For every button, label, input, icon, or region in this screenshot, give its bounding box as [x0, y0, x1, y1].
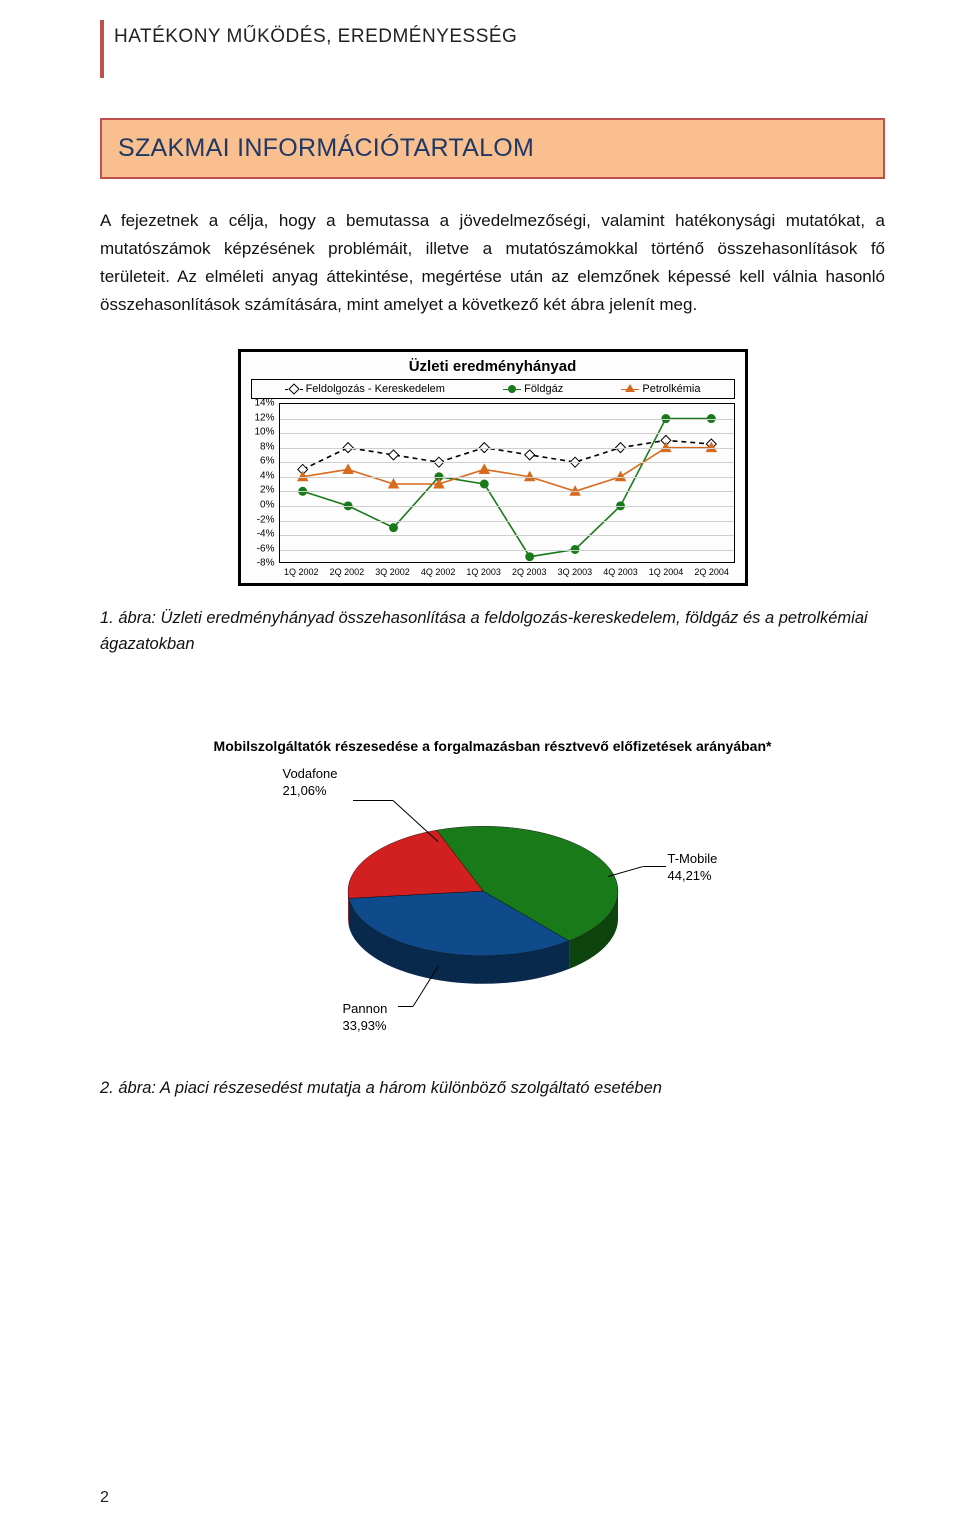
section-heading-box: SZAKMAI INFORMÁCIÓTARTALOM: [100, 118, 885, 179]
y-tick-label: 10%: [254, 427, 274, 438]
chart1-title: Üzleti eredményhányad: [245, 358, 741, 375]
legend-item-petrolkemia: Petrolkémia: [621, 383, 700, 395]
chart1-x-axis: 1Q 20022Q 20023Q 20024Q 20021Q 20032Q 20…: [279, 567, 735, 581]
y-tick-label: 14%: [254, 398, 274, 409]
figure-1: Üzleti eredményhányad Feldolgozás - Kere…: [100, 349, 885, 586]
chart1-plot-area: 14%12%10%8%6%4%2%0%-2%-4%-6%-8% 1Q 20022…: [279, 403, 735, 581]
y-tick-label: 12%: [254, 412, 274, 423]
chart2-title: Mobilszolgáltatók részesedése a forgalma…: [213, 737, 773, 756]
y-tick-label: -4%: [257, 529, 275, 540]
x-tick-label: 3Q 2003: [552, 567, 598, 581]
y-tick-label: 8%: [260, 441, 274, 452]
chart2-container: Mobilszolgáltatók részesedése a forgalma…: [213, 737, 773, 1046]
chart1-svg: [280, 404, 734, 564]
chart1-container: Üzleti eredményhányad Feldolgozás - Kere…: [238, 349, 748, 586]
chart2-plot-area: T-Mobile44,21% Pannon33,93% Vodafone21,06%: [213, 766, 773, 1046]
legend-label: Feldolgozás - Kereskedelem: [306, 383, 445, 395]
y-tick-label: 6%: [260, 456, 274, 467]
legend-label: Földgáz: [524, 383, 563, 395]
legend-marker-circle: [503, 389, 521, 390]
chart1-canvas: [279, 403, 735, 563]
x-tick-label: 1Q 2004: [643, 567, 689, 581]
x-tick-label: 2Q 2002: [324, 567, 370, 581]
y-tick-label: -8%: [257, 558, 275, 569]
figure-2: Mobilszolgáltatók részesedése a forgalma…: [100, 737, 885, 1046]
y-tick-label: -2%: [257, 514, 275, 525]
x-tick-label: 1Q 2002: [279, 567, 325, 581]
x-tick-label: 2Q 2003: [506, 567, 552, 581]
figure-2-caption: 2. ábra: A piaci részesedést mutatja a h…: [100, 1076, 885, 1102]
section-title: SZAKMAI INFORMÁCIÓTARTALOM: [118, 134, 867, 163]
legend-label: Petrolkémia: [642, 383, 700, 395]
y-tick-label: -6%: [257, 543, 275, 554]
legend-marker-triangle: [621, 389, 639, 390]
intro-paragraph: A fejezetnek a célja, hogy a bemutassa a…: [100, 207, 885, 319]
x-tick-label: 4Q 2003: [598, 567, 644, 581]
legend-marker-diamond: [285, 389, 303, 390]
y-tick-label: 0%: [260, 500, 274, 511]
header-title: HATÉKONY MŰKÖDÉS, EREDMÉNYESSÉG: [114, 26, 885, 48]
figure-1-caption: 1. ábra: Üzleti eredményhányad összehaso…: [100, 606, 885, 657]
legend-item-foldgaz: Földgáz: [503, 383, 563, 395]
x-tick-label: 1Q 2003: [461, 567, 507, 581]
y-tick-label: 4%: [260, 470, 274, 481]
legend-item-feldolgozas: Feldolgozás - Kereskedelem: [285, 383, 445, 395]
pie-label-t-mobile: T-Mobile44,21%: [668, 851, 718, 885]
chart1-legend: Feldolgozás - Kereskedelem Földgáz Petro…: [251, 379, 735, 399]
page-header: HATÉKONY MŰKÖDÉS, EREDMÉNYESSÉG: [100, 20, 885, 78]
chart2-svg: [333, 786, 633, 1016]
x-tick-label: 4Q 2002: [415, 567, 461, 581]
y-tick-label: 2%: [260, 485, 274, 496]
pie-label-pannon: Pannon33,93%: [343, 1001, 388, 1035]
pie-label-vodafone: Vodafone21,06%: [283, 766, 338, 800]
x-tick-label: 2Q 2004: [689, 567, 735, 581]
x-tick-label: 3Q 2002: [370, 567, 416, 581]
chart1-y-axis: 14%12%10%8%6%4%2%0%-2%-4%-6%-8%: [245, 403, 277, 563]
page-number: 2: [100, 1489, 109, 1507]
